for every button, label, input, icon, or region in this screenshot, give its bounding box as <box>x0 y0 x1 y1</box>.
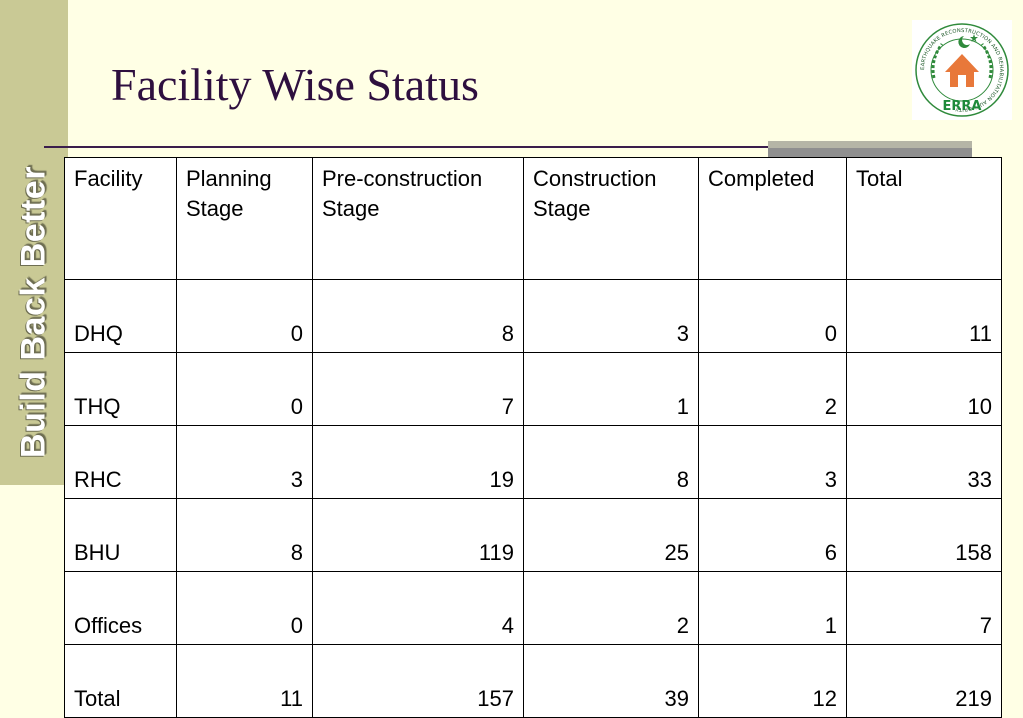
header-pre-construction-stage: Pre-construction Stage <box>312 157 524 280</box>
cell-construction: 8 <box>523 425 699 499</box>
cell-completed: 6 <box>698 498 847 572</box>
cell-planning: 8 <box>176 498 313 572</box>
cell-construction: 2 <box>523 571 699 645</box>
table-row: Offices 0 4 2 1 7 <box>64 571 1002 645</box>
cell-total: 11 <box>846 279 1002 353</box>
divider-accent-bottom <box>768 148 972 157</box>
table-header-row: Facility Planning Stage Pre-construction… <box>64 157 1002 280</box>
header-facility: Facility <box>64 157 177 280</box>
cell-construction: 25 <box>523 498 699 572</box>
cell-completed: 12 <box>698 644 847 718</box>
cell-total: 158 <box>846 498 1002 572</box>
cell-pre-construction: 119 <box>312 498 524 572</box>
cell-planning: 0 <box>176 352 313 426</box>
cell-construction: 39 <box>523 644 699 718</box>
cell-total: 33 <box>846 425 1002 499</box>
cell-pre-construction: 4 <box>312 571 524 645</box>
cell-pre-construction: 8 <box>312 279 524 353</box>
facility-status-table: Facility Planning Stage Pre-construction… <box>64 157 1002 718</box>
slide-title: Facility Wise Status <box>111 59 479 110</box>
table-row-total: Total 11 157 39 12 219 <box>64 644 1002 718</box>
table-row: BHU 8 119 25 6 158 <box>64 498 1002 572</box>
cell-facility: RHC <box>64 425 177 499</box>
cell-facility: DHQ <box>64 279 177 353</box>
header-completed: Completed <box>698 157 847 280</box>
table-row: THQ 0 7 1 2 10 <box>64 352 1002 426</box>
divider-accent-top <box>768 141 972 148</box>
cell-pre-construction: 19 <box>312 425 524 499</box>
cell-completed: 1 <box>698 571 847 645</box>
cell-facility: Offices <box>64 571 177 645</box>
cell-planning: 3 <box>176 425 313 499</box>
header-construction-stage: Construction Stage <box>523 157 699 280</box>
cell-facility: THQ <box>64 352 177 426</box>
cell-planning: 0 <box>176 571 313 645</box>
cell-construction: 1 <box>523 352 699 426</box>
cell-facility: BHU <box>64 498 177 572</box>
logo-text: ERRA <box>943 99 982 114</box>
cell-total: 10 <box>846 352 1002 426</box>
cell-completed: 0 <box>698 279 847 353</box>
table-row: DHQ 0 8 3 0 11 <box>64 279 1002 353</box>
side-band: Build Back Better <box>0 0 68 485</box>
cell-total: 7 <box>846 571 1002 645</box>
cell-planning: 11 <box>176 644 313 718</box>
cell-total: 219 <box>846 644 1002 718</box>
side-slogan: Build Back Better <box>14 166 53 458</box>
cell-construction: 3 <box>523 279 699 353</box>
header-total: Total <box>846 157 1002 280</box>
cell-completed: 2 <box>698 352 847 426</box>
header-planning-stage: Planning Stage <box>176 157 313 280</box>
cell-completed: 3 <box>698 425 847 499</box>
table-row: RHC 3 19 8 3 33 <box>64 425 1002 499</box>
cell-facility: Total <box>64 644 177 718</box>
cell-pre-construction: 7 <box>312 352 524 426</box>
erra-logo-icon: EARTHQUAKE RECONSTRUCTION AND REHABILITA… <box>912 20 1012 120</box>
cell-pre-construction: 157 <box>312 644 524 718</box>
cell-planning: 0 <box>176 279 313 353</box>
title-divider <box>44 146 768 148</box>
